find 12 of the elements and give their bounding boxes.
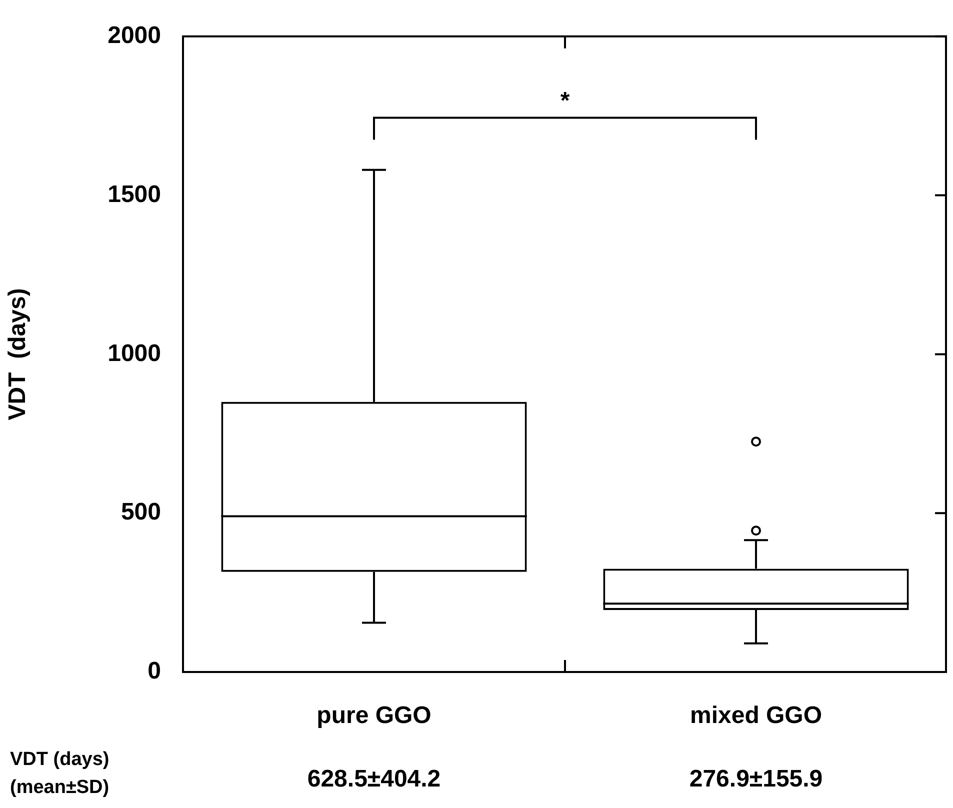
text: 276.9±155.9: [689, 766, 823, 793]
y-tick-label: 1000: [108, 340, 161, 367]
x-tick-label: mixed GGO: [690, 702, 822, 730]
annotation: *: [560, 87, 570, 114]
y-tick-label: 0: [148, 658, 161, 685]
x-tick-label: pure GGO: [316, 702, 432, 730]
y-tick-label: 500: [120, 498, 161, 526]
text: 628.5±404.2: [307, 766, 441, 793]
y-tick-label: 1500: [108, 180, 161, 208]
y-axis-title: VDT (days): [4, 288, 32, 420]
y-tick-label: 2000: [108, 22, 161, 50]
text: VDT (days) (mean±SD): [10, 749, 110, 798]
